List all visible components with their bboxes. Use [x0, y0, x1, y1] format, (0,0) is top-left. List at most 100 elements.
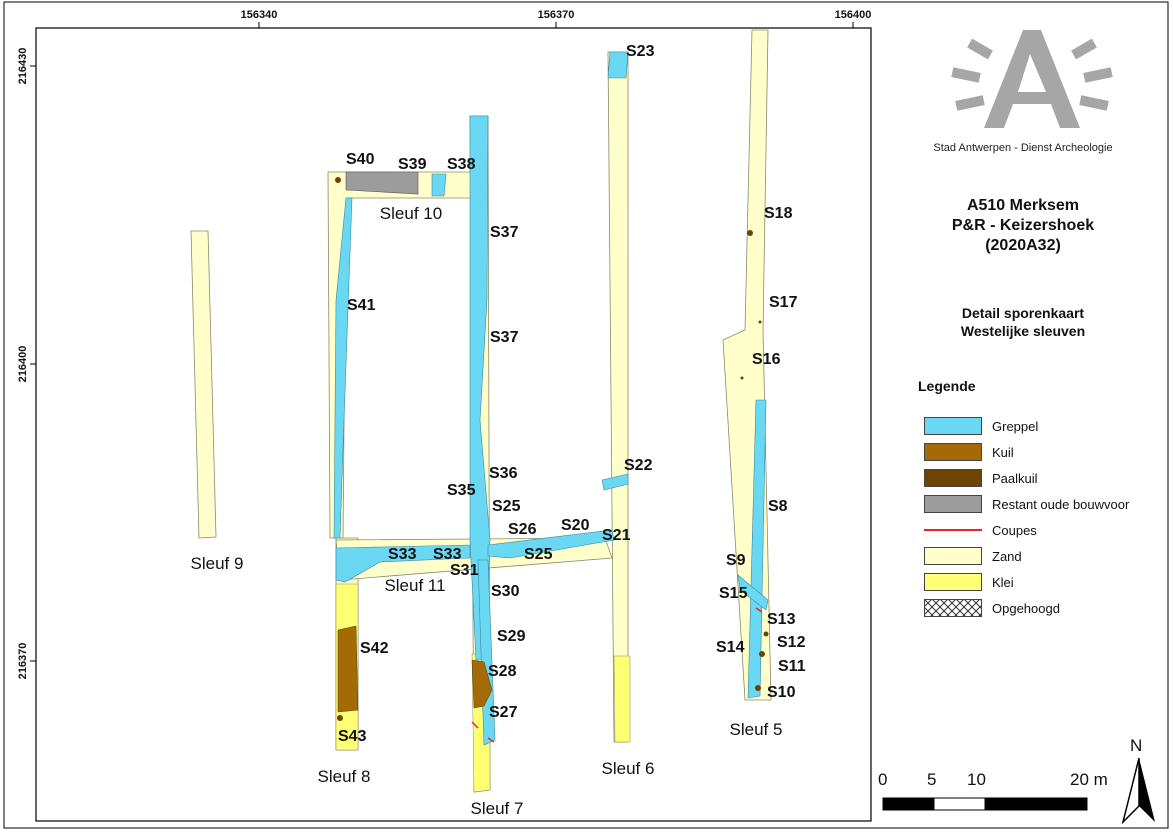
- legend-item-restant-oude-bouwvoor: Restant oude bouwvoor: [924, 494, 1129, 514]
- x-tick-label: 156370: [538, 9, 575, 21]
- legend-swatch: [924, 469, 982, 487]
- trench-label: Sleuf 8: [318, 767, 371, 786]
- north-arrow-icon: [1121, 757, 1155, 825]
- feature-label: S23: [626, 43, 655, 60]
- y-tick-label: 216370: [17, 643, 29, 680]
- trench-labels: Sleuf 9 Sleuf 10 Sleuf 11 Sleuf 8 Sleuf …: [191, 204, 783, 818]
- y-tick-label: 216430: [17, 48, 29, 85]
- legend-item-coupes: Coupes: [924, 520, 1037, 540]
- kuil-features: [337, 625, 493, 713]
- trench-label: Sleuf 9: [191, 554, 244, 573]
- legend-item-paalkuil: Paalkuil: [924, 468, 1038, 488]
- scale-tick-label: 5: [927, 770, 937, 789]
- legend-title: Legende: [918, 378, 976, 394]
- feature-label: S25: [524, 546, 553, 563]
- stad-antwerpen-logo: [951, 30, 1113, 128]
- feature-label: S12: [777, 634, 806, 651]
- legend-label: Coupes: [992, 522, 1037, 538]
- feature-labels: S40 S39 S38 S37 S37 S41 S36 S35 S25 S26 …: [338, 43, 806, 745]
- project-title-line: A510 Merksem: [966, 197, 1080, 214]
- feature-label: S8: [768, 498, 788, 515]
- outer-border: [3, 1, 1169, 829]
- legend-label: Greppel: [992, 418, 1039, 434]
- feature-label: S9: [726, 552, 746, 569]
- legend-label: Zand: [992, 548, 1022, 564]
- feature-label: S36: [489, 465, 518, 482]
- logo-caption: Stad Antwerpen - Dienst Archeologie: [933, 142, 1113, 154]
- feature-label: S41: [347, 297, 376, 314]
- feature-label: S18: [764, 205, 793, 222]
- legend-item-greppel: Greppel: [924, 416, 1038, 436]
- feature-label: S30: [491, 583, 520, 600]
- feature-label: S21: [602, 527, 631, 544]
- legend-item-kuil: Kuil: [924, 442, 1014, 462]
- trench-label: Sleuf 5: [730, 720, 783, 739]
- legend-line-swatch: [924, 521, 982, 539]
- legend-label: Kuil: [992, 444, 1014, 460]
- x-tick-label: 156400: [835, 9, 872, 21]
- legend-panel: Stad Antwerpen - Dienst Archeologie A510…: [878, 22, 1168, 826]
- legend-swatch: [924, 599, 982, 617]
- legend-swatch: [924, 547, 982, 565]
- legend-swatch: [924, 417, 982, 435]
- scale-tick-label: 0: [878, 770, 888, 789]
- feature-label: S33: [433, 546, 462, 563]
- feature-label: S25: [492, 498, 521, 515]
- feature-label: S37: [490, 329, 519, 346]
- feature-label: S40: [346, 151, 375, 168]
- trench-label: Sleuf 7: [471, 799, 524, 818]
- north-label: N: [1130, 736, 1143, 755]
- legend-swatch: [924, 495, 982, 513]
- legend-label: Restant oude bouwvoor: [992, 496, 1130, 512]
- trench-label: Sleuf 10: [380, 204, 442, 223]
- paalkuil-features: [335, 177, 769, 721]
- map-subtitle: Detail sporenkaart Westelijke sleuven: [878, 304, 1168, 340]
- coupes: [471, 607, 763, 743]
- feature-label: S38: [447, 156, 476, 173]
- feature-label: S14: [716, 639, 745, 656]
- trench-label: Sleuf 6: [602, 759, 655, 778]
- feature-label: S31: [450, 562, 479, 579]
- feature-label: S10: [767, 684, 796, 701]
- legend-item-opgehoogd: Opgehoogd: [924, 598, 1060, 618]
- feature-label: S42: [360, 640, 389, 657]
- feature-label: S28: [488, 663, 517, 680]
- feature-label: S43: [338, 728, 367, 745]
- y-axis-ticks: 216430 216400 216370: [17, 48, 36, 680]
- map-subtitle-line: Detail sporenkaart: [961, 305, 1085, 321]
- project-title-line: (2020A32): [985, 237, 1061, 254]
- legend-label: Paalkuil: [992, 470, 1038, 486]
- project-title: A510 Merksem P&R - Keizershoek (2020A32): [878, 196, 1168, 256]
- map-subtitle-line: Westelijke sleuven: [960, 323, 1086, 339]
- feature-label: S27: [489, 704, 518, 721]
- greppel-features: [333, 51, 769, 746]
- legend-item-zand: Zand: [924, 546, 1022, 566]
- trench-sleuf-9: [190, 230, 217, 539]
- legend-label: Klei: [992, 574, 1014, 590]
- x-axis-ticks: 156340 156370 156400: [241, 9, 872, 28]
- scale-tick-label: 10: [967, 770, 986, 789]
- feature-label: S13: [767, 611, 796, 628]
- legend-label: Opgehoogd: [992, 600, 1060, 616]
- trench-label: Sleuf 11: [384, 576, 445, 595]
- feature-label: S17: [769, 294, 798, 311]
- feature-label: S35: [447, 482, 476, 499]
- feature-label: S16: [752, 351, 781, 368]
- legend-item-klei: Klei: [924, 572, 1014, 592]
- feature-label: S33: [388, 546, 417, 563]
- project-title-line: P&R - Keizershoek: [951, 217, 1095, 234]
- x-tick-label: 156340: [241, 9, 278, 21]
- feature-label: S37: [490, 224, 519, 241]
- legend-swatch: [924, 573, 982, 591]
- feature-label: S20: [561, 517, 590, 534]
- restant-oude-bouwvoor: [345, 171, 419, 195]
- feature-label: S39: [398, 156, 427, 173]
- y-tick-label: 216400: [17, 346, 29, 383]
- feature-label: S22: [624, 457, 653, 474]
- feature-label: S11: [778, 658, 806, 675]
- feature-label: S26: [508, 521, 537, 538]
- feature-label: S15: [719, 585, 748, 602]
- feature-label: S29: [497, 628, 526, 645]
- legend-swatch: [924, 443, 982, 461]
